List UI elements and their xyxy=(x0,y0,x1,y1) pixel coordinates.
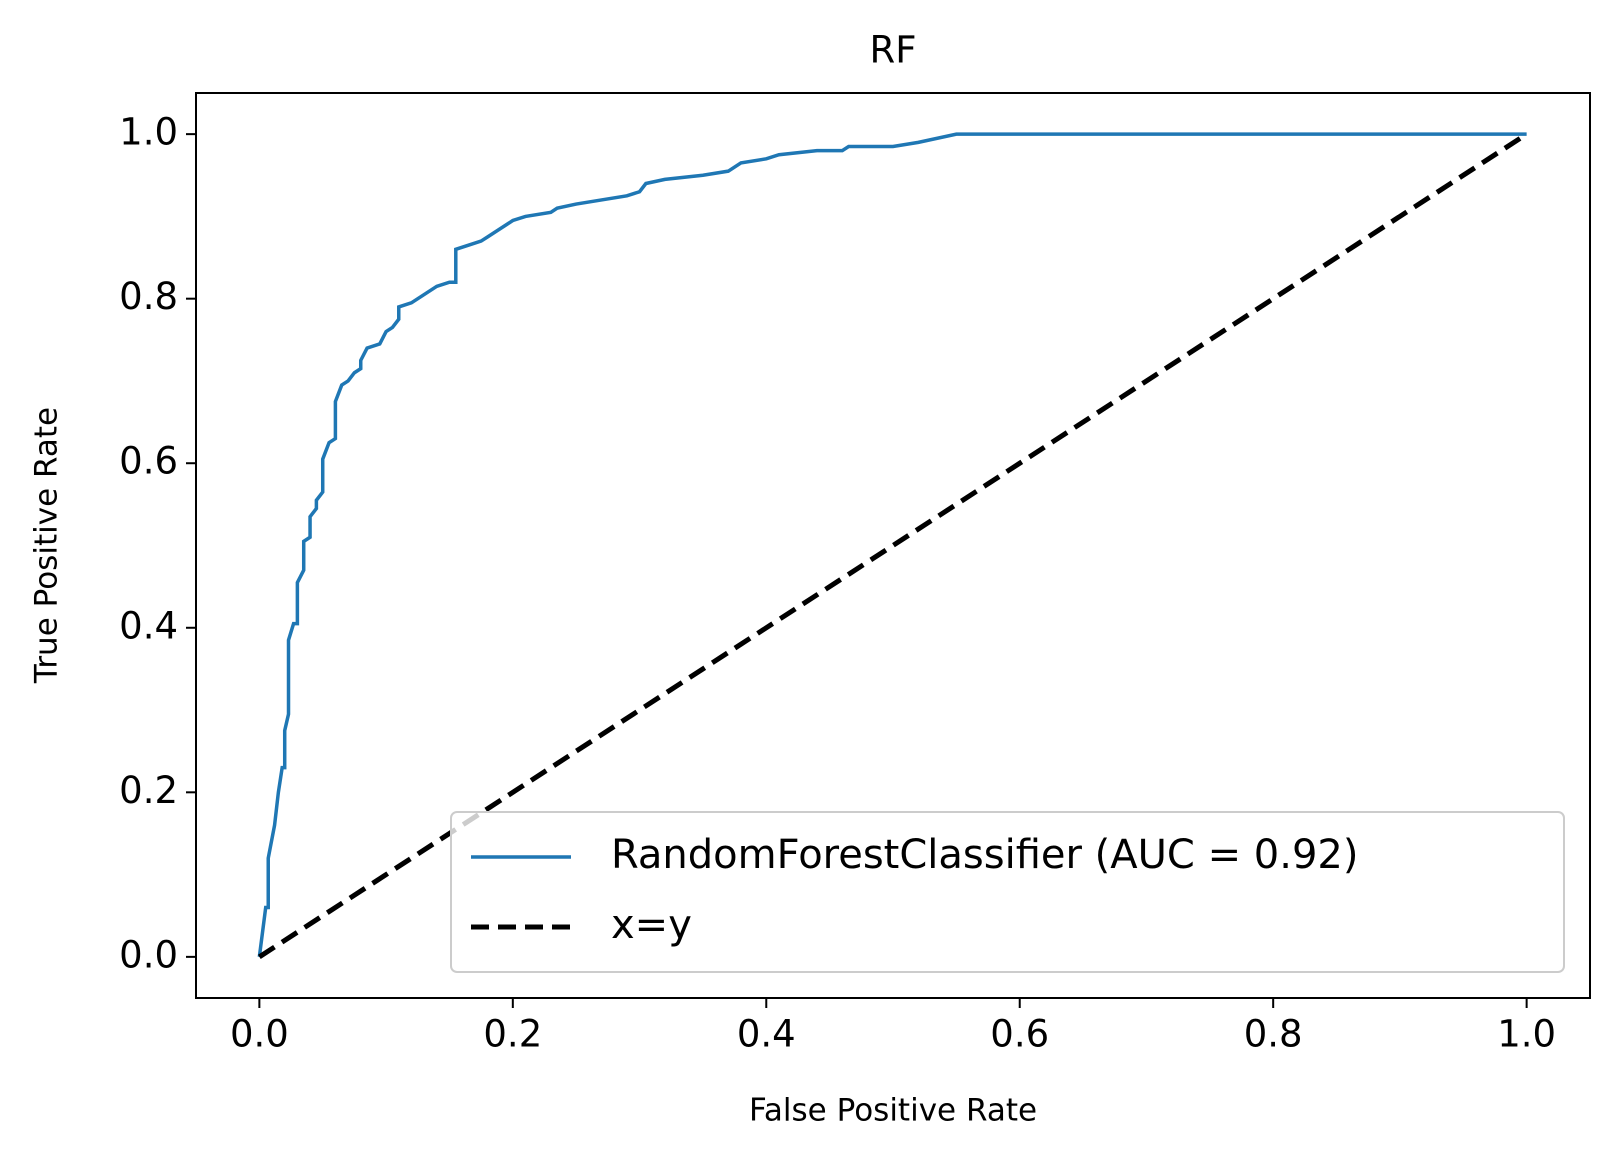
y-tick-label: 0.6 xyxy=(119,440,178,483)
x-tick-label: 0.6 xyxy=(990,1013,1049,1056)
y-tick-label: 0.0 xyxy=(119,933,178,976)
legend-label: x=y xyxy=(611,902,692,948)
x-tick-label: 0.4 xyxy=(737,1013,796,1056)
y-tick-label: 0.2 xyxy=(119,769,178,812)
x-tick-label: 0.8 xyxy=(1244,1013,1303,1056)
y-tick-label: 1.0 xyxy=(119,111,178,154)
y-tick-label: 0.4 xyxy=(119,604,178,647)
plot-frame xyxy=(195,92,1591,999)
line xyxy=(257,132,1527,958)
x-tick-label: 1.0 xyxy=(1497,1013,1556,1056)
x-tick-label: 0.0 xyxy=(230,1013,289,1056)
chart-title: RF xyxy=(870,29,917,72)
legend-label: RandomForestClassifier (AUC = 0.92) xyxy=(611,832,1358,878)
x-tick-label: 0.2 xyxy=(483,1013,542,1056)
y-axis-label: True Positive Rate xyxy=(29,407,65,684)
y-tick-label: 0.8 xyxy=(119,275,178,318)
legend-box xyxy=(450,811,1565,973)
x-axis-label: False Positive Rate xyxy=(749,1093,1037,1129)
